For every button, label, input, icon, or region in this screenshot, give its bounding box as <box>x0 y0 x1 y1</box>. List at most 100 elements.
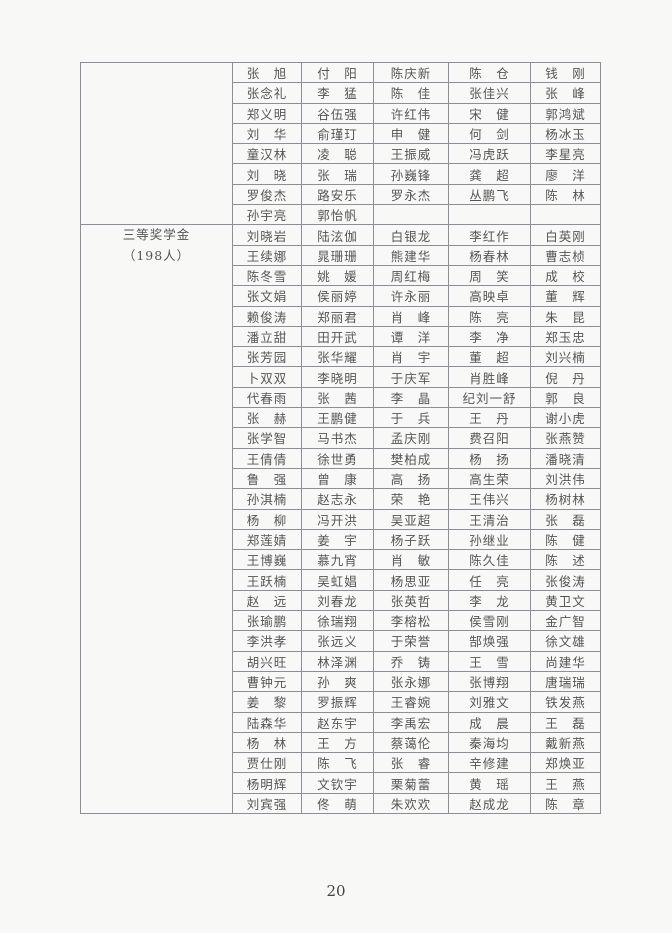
name-cell: 王倩倩 <box>232 447 302 469</box>
name-cell: 周 笑 <box>448 264 531 287</box>
name-cell: 王 雪 <box>448 650 531 672</box>
name-cell: 陈久佳 <box>448 549 531 571</box>
name-cell: 成 校 <box>530 264 601 287</box>
table-row: 刘 晓张 瑞孙巍锋龚 超廖 洋 <box>81 163 601 185</box>
name-cell: 张芳园 <box>232 346 302 368</box>
name-cell: 张文娟 <box>232 285 302 307</box>
name-cell: 张华耀 <box>301 346 374 368</box>
table-row: 张 赫王鹏健于 兵王 丹谢小虎 <box>81 407 601 429</box>
name-cell: 郑焕亚 <box>530 752 601 774</box>
table-row: 代春雨张 茜李 晶纪刘一舒郭 良 <box>81 386 601 409</box>
name-cell: 张永娜 <box>373 670 449 693</box>
name-cell: 陈 章 <box>530 792 601 814</box>
name-cell: 樊柏成 <box>373 447 449 469</box>
table-row: 曹钟元孙 爽张永娜 张博翔 唐瑞瑞 <box>81 670 601 693</box>
table-row: 杨 柳冯开洪 吴亚超 王清治张 磊 <box>81 508 601 530</box>
name-cell: 刘兴楠 <box>530 346 601 368</box>
name-cell: 任 亮 <box>448 569 531 591</box>
name-cell: 陈庆新 <box>373 61 449 84</box>
name-cell: 罗振辉 <box>301 691 374 713</box>
name-cell: 周红梅 <box>373 264 449 287</box>
name-cell: 陈 仓 <box>448 61 531 84</box>
name-cell: 纪刘一舒 <box>448 386 531 409</box>
award-name-table: 张 旭付 阳陈庆新陈 仓钱 刚张念礼李 猛陈 佳张佳兴张 峰郑义明 谷伍强 许红伟宋… <box>80 61 601 814</box>
name-cell: 丛鹏飞 <box>448 183 531 206</box>
table-row: 张 旭付 阳陈庆新陈 仓钱 刚 <box>80 61 601 225</box>
name-cell: 龚 超 <box>448 163 531 185</box>
name-cell: 刘宾强 <box>232 792 302 814</box>
name-cell <box>448 204 531 226</box>
name-cell: 钱 刚 <box>530 61 601 84</box>
name-cell: 陆森华 <box>232 711 302 733</box>
name-cell: 李星亮 <box>530 143 601 165</box>
name-cell: 冯虎跃 <box>448 143 531 165</box>
name-cell: 杨子跃 <box>373 528 449 551</box>
table-row: 刘宾强佟 萌朱欢欢 赵成龙陈 章 <box>81 792 601 814</box>
name-cell: 孙淇楠 <box>232 488 302 510</box>
table-row: 张学智 马书杰 孟庆刚 费召阳 张燕赞 <box>81 427 601 449</box>
name-cell: 白英刚 <box>530 224 601 246</box>
name-cell: 刘 华 <box>232 122 302 145</box>
name-cell: 晁珊珊 <box>301 244 374 266</box>
name-cell: 鲁 强 <box>232 467 302 490</box>
table-row: 张芳园 张华耀肖 宇董 超刘兴楠 <box>81 346 601 368</box>
table-row: 姜 黎罗振辉 王睿婉 刘雅文 铁发燕 <box>81 691 601 713</box>
name-cell: 尚建华 <box>530 650 601 672</box>
name-cell: 陈 佳 <box>373 82 449 104</box>
name-cell: 王跃楠 <box>232 569 302 591</box>
name-cell: 郜焕强 <box>448 630 531 652</box>
name-cell: 陈 飞 <box>301 752 374 774</box>
name-cell: 谷伍强 <box>301 102 374 124</box>
name-cell: 罗永杰 <box>373 183 449 206</box>
name-cell: 李红作 <box>448 224 531 246</box>
category-cell-previous <box>80 61 233 225</box>
name-cell: 王睿婉 <box>373 691 449 713</box>
name-cell: 曹钟元 <box>232 670 302 693</box>
name-cell: 俞瑾玎 <box>301 122 374 145</box>
name-cell: 李榕松 <box>373 610 449 632</box>
name-cell: 于庆军 <box>373 366 449 388</box>
name-cell <box>373 204 449 226</box>
name-cell: 田开武 <box>301 325 374 348</box>
table-row: 王博巍 慕九宵肖 敏陈久佳陈 述 <box>81 549 601 571</box>
name-cell: 谭 洋 <box>373 325 449 348</box>
name-cell: 张念礼 <box>232 82 302 104</box>
name-cell: 冯开洪 <box>301 508 374 530</box>
name-cell: 栗菊蕾 <box>373 772 449 794</box>
name-cell: 黄 瑶 <box>448 772 531 794</box>
name-cell: 郭 良 <box>530 386 601 409</box>
name-cell: 郑义明 <box>232 102 302 124</box>
name-cell: 王鹏健 <box>301 407 374 429</box>
name-cell: 谢小虎 <box>530 407 601 429</box>
table-row: 贾仕刚陈 飞张 睿辛修建 郑焕亚 <box>81 752 601 774</box>
name-cell: 倪 丹 <box>530 366 601 388</box>
name-cell: 佟 萌 <box>301 792 374 814</box>
name-cell: 姜 宇 <box>301 528 374 551</box>
table-row: 潘立甜 田开武谭 洋李 净郑玉忠 <box>81 325 601 348</box>
name-cell: 张 赫 <box>232 407 302 429</box>
name-cell: 张博翔 <box>448 670 531 693</box>
name-cell: 吴亚超 <box>373 508 449 530</box>
name-cell: 陈 述 <box>530 549 601 571</box>
name-cell: 唐瑞瑞 <box>530 670 601 693</box>
category-count: （198人） <box>122 247 191 263</box>
name-cell: 李洪孝 <box>232 630 302 652</box>
name-cell: 王博巍 <box>232 549 302 571</box>
category-title: 三等奖学金 <box>122 227 191 243</box>
name-cell: 何 剑 <box>448 122 531 145</box>
name-cell: 林泽渊 <box>301 650 374 672</box>
name-cell: 朱欢欢 <box>373 792 449 814</box>
name-cell: 刘 晓 <box>232 163 302 185</box>
name-cell: 路安乐 <box>301 183 374 206</box>
name-cell: 杨 扬 <box>448 447 531 469</box>
name-cell: 吴虹娼 <box>301 569 374 591</box>
name-cell: 董 辉 <box>530 285 601 307</box>
name-cell: 杨冰玉 <box>530 122 601 145</box>
name-cell: 侯雪刚 <box>448 610 531 632</box>
name-cell: 赵东宇 <box>301 711 374 733</box>
name-cell: 杨 林 <box>232 731 302 754</box>
name-cell: 张瑜鹏 <box>232 610 302 632</box>
name-cell: 马书杰 <box>301 427 374 449</box>
name-cell: 卜双双 <box>232 366 302 388</box>
name-cell: 陈冬雪 <box>232 264 302 287</box>
